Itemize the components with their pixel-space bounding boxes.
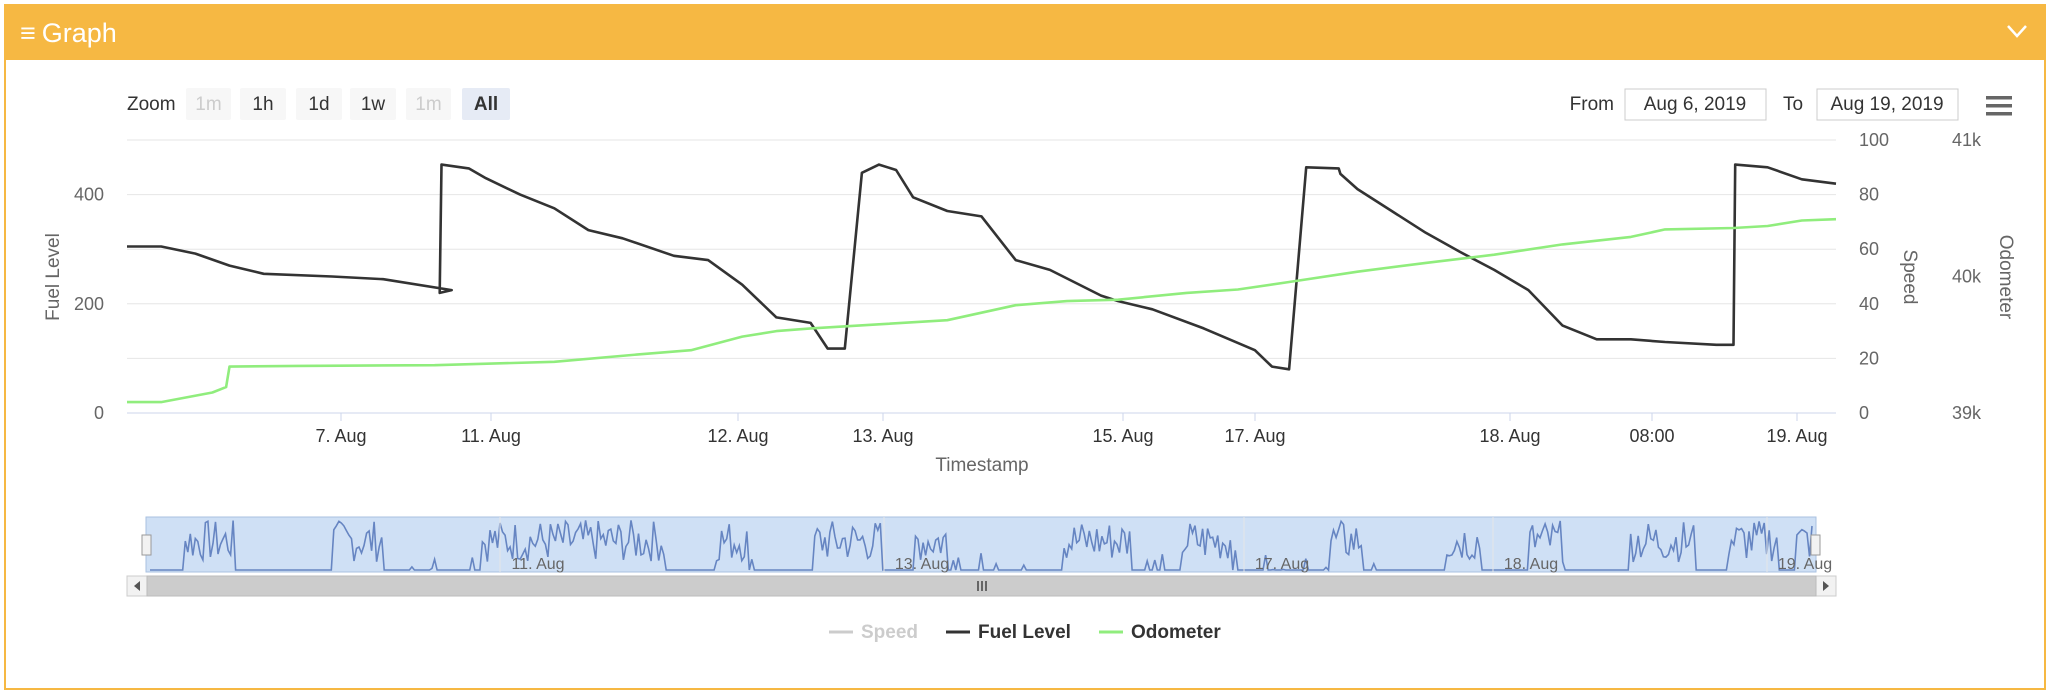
navigator-handle-right[interactable] (1810, 534, 1821, 556)
y-axis-title-fuel: Fuel Level (43, 233, 64, 321)
legend-item-odometer[interactable]: Odometer (1099, 622, 1221, 643)
y-axis-title-odometer: Odometer (1995, 235, 2016, 320)
zoom-button-label: 1m (415, 94, 441, 115)
range-selector: Zoom 1m 1h 1d 1w 1m All (127, 88, 510, 120)
from-date-input[interactable]: Aug 6, 2019 (1644, 94, 1746, 115)
odometer-tick-label: 40k (1952, 267, 1982, 287)
chevron-down-icon[interactable] (2002, 16, 2032, 46)
from-label: From (1570, 94, 1614, 115)
export-menu-icon[interactable] (1986, 96, 2012, 116)
x-tick-label: 18. Aug (1479, 426, 1540, 446)
panel-header[interactable]: ≡ Graph (6, 6, 2044, 60)
scrollbar-grip-icon (977, 581, 987, 591)
from-date-box[interactable] (1624, 88, 1767, 121)
navigator[interactable]: 11. Aug 13. Aug 17. Aug 18. Aug 19. Aug (141, 516, 1832, 573)
scrollbar[interactable] (126, 575, 1837, 597)
x-tick-label: 11. Aug (461, 426, 521, 446)
x-tick-label: 12. Aug (707, 426, 768, 446)
legend: Speed Fuel Level Odometer (829, 622, 1221, 643)
zoom-button-4[interactable] (350, 88, 396, 120)
legend-label: Speed (861, 622, 918, 643)
date-range-inputs: From Aug 6, 2019 To Aug 19, 2019 (1570, 88, 1959, 121)
x-axis-title: Timestamp (935, 455, 1028, 476)
speed-tick-label: 60 (1859, 239, 1879, 259)
x-tick-label: 19. Aug (1766, 426, 1827, 446)
speed-tick-label: 0 (1859, 403, 1869, 423)
navigator-handle-left[interactable] (141, 534, 152, 556)
speed-tick-label: 20 (1859, 348, 1879, 368)
odometer-tick-label: 41k (1952, 130, 1982, 150)
x-tick-label: 13. Aug (852, 426, 913, 446)
navigator-tick-label: 17. Aug (1255, 556, 1309, 573)
panel-title: ≡ Graph (20, 16, 117, 50)
y-axis-title-speed: Speed (1899, 250, 1920, 305)
navigator-tick-label: 13. Aug (895, 556, 949, 573)
zoom-button-label: 1d (308, 94, 329, 115)
navigator-mask[interactable] (145, 516, 1817, 573)
zoom-button-2[interactable] (240, 88, 286, 120)
x-tick-label: 08:00 (1629, 426, 1674, 446)
odometer-tick-label: 39k (1952, 403, 1982, 423)
zoom-button-label: All (474, 94, 498, 115)
scroll-left-arrow-icon[interactable] (134, 581, 140, 591)
navigator-tick-label: 19. Aug (1778, 556, 1832, 573)
zoom-button-1 (186, 88, 231, 120)
fuel-level-series-line (127, 163, 1837, 371)
plot-area: 0 200 400 0 20 40 60 80 100 39k 40k 41k 7. Aug 11.… (43, 130, 2016, 476)
odometer-series-line (127, 217, 1837, 404)
zoom-button-label: 1h (252, 94, 273, 115)
to-label: To (1783, 94, 1803, 115)
x-tick-label: 17. Aug (1224, 426, 1285, 446)
to-date-box[interactable] (1816, 88, 1959, 121)
speed-tick-label: 100 (1859, 130, 1889, 150)
zoom-button-6[interactable] (462, 88, 510, 120)
panel-title-text: Graph (41, 18, 117, 48)
navigator-series-line (150, 519, 1813, 572)
legend-item-fuel-level[interactable]: Fuel Level (946, 622, 1071, 643)
navigator-tick-label: 18. Aug (1504, 556, 1558, 573)
fuel-tick-label: 0 (94, 403, 104, 423)
fuel-tick-label: 200 (74, 294, 104, 314)
legend-label: Odometer (1131, 622, 1221, 643)
zoom-label: Zoom (127, 94, 176, 115)
navigator-tick-label: 11. Aug (511, 556, 564, 573)
zoom-button-label: 1w (361, 94, 386, 115)
to-date-input[interactable]: Aug 19, 2019 (1830, 94, 1943, 115)
legend-item-speed[interactable]: Speed (829, 622, 918, 643)
legend-label: Fuel Level (978, 622, 1071, 643)
zoom-button-label: 1m (195, 94, 221, 115)
fuel-tick-label: 400 (74, 185, 104, 205)
zoom-button-3[interactable] (296, 88, 342, 120)
zoom-button-5 (406, 88, 451, 120)
speed-tick-label: 80 (1859, 185, 1879, 205)
hamburger-icon[interactable]: ≡ (20, 18, 36, 48)
x-tick-label: 15. Aug (1092, 426, 1153, 446)
speed-tick-label: 40 (1859, 294, 1879, 314)
x-tick-label: 7. Aug (315, 426, 366, 446)
scroll-right-arrow-icon[interactable] (1823, 581, 1829, 591)
